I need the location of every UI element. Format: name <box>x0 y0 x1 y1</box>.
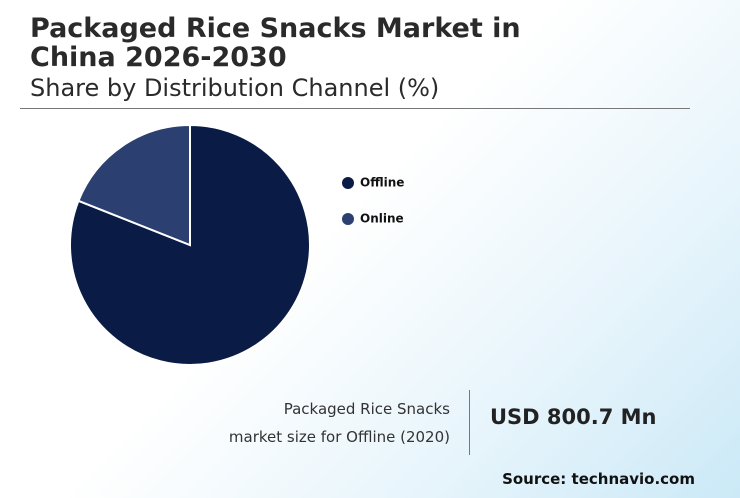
summary-value: USD 800.7 Mn <box>490 405 657 429</box>
pie-slice <box>69 123 311 366</box>
legend-marker <box>342 177 354 189</box>
legend-label: Online <box>360 212 404 226</box>
summary-label: Packaged Rice Snacks <box>283 400 450 418</box>
pie-slice <box>77 123 191 247</box>
summary-label: market size for Offline (2020) <box>228 428 450 446</box>
legend-marker <box>342 213 354 225</box>
divider-line <box>20 108 690 109</box>
chart-subtitle: Share by Distribution Channel (%) <box>30 74 440 102</box>
legend-label: Offline <box>360 176 404 190</box>
divider-line <box>469 390 470 455</box>
chart-title: Packaged Rice Snacks Market in China 202… <box>30 13 521 73</box>
source: Source: technavio.com <box>502 470 695 488</box>
chart: Offline Online <box>69 123 404 366</box>
